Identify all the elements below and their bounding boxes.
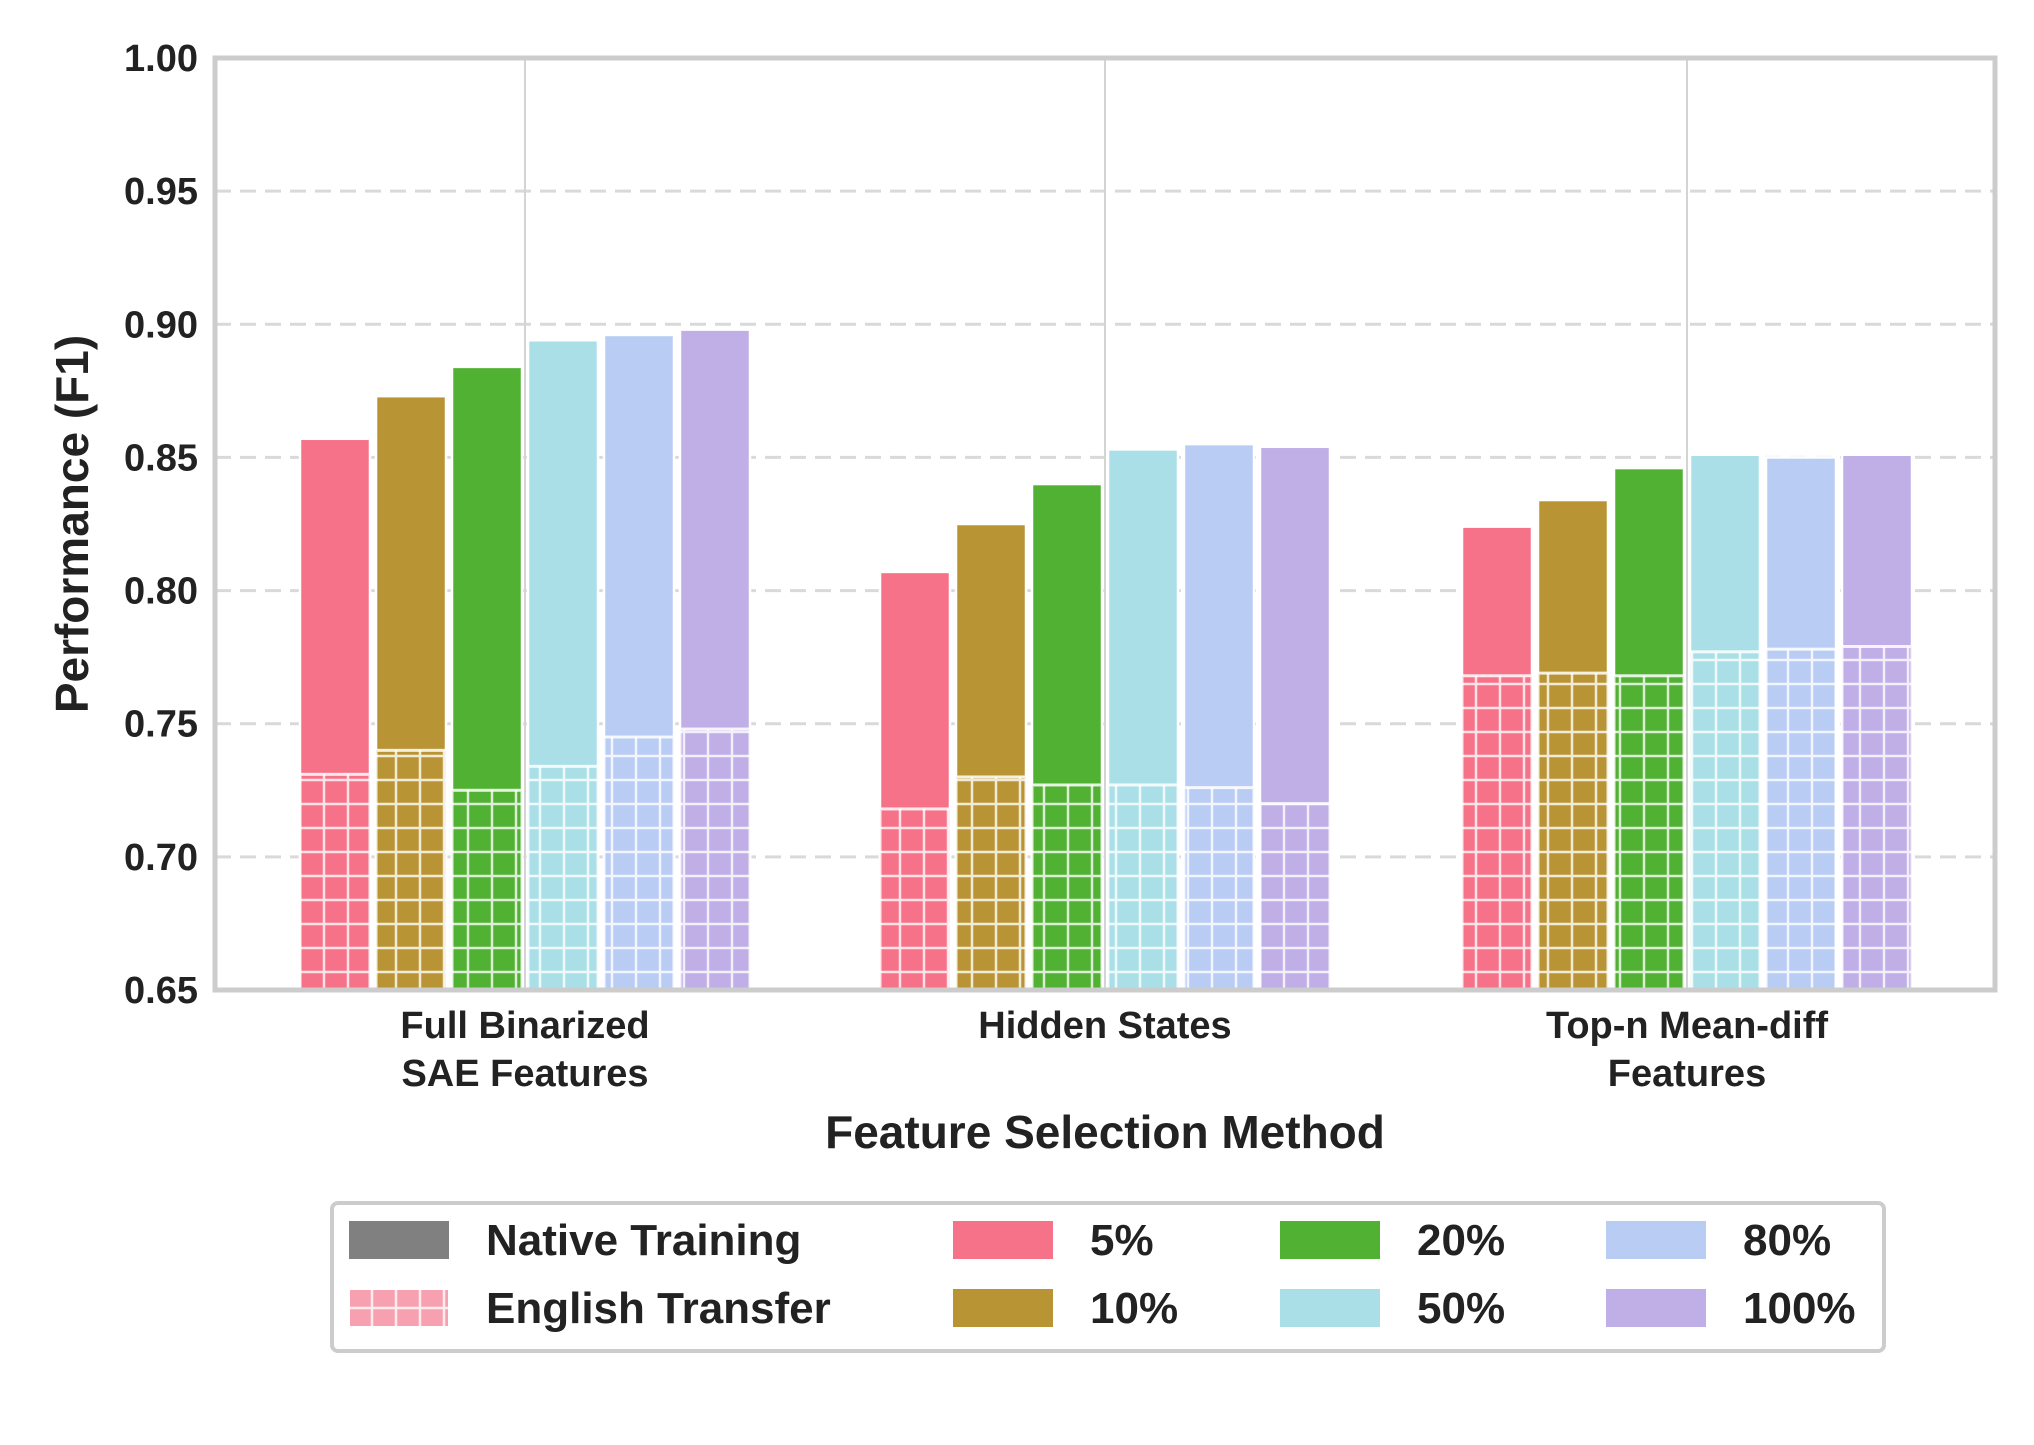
x-tick-label: Full Binarized xyxy=(400,1005,649,1047)
bar-english-transfer-50pct-1 xyxy=(526,764,600,992)
legend-entry-20pct: 20% xyxy=(1280,1216,1505,1265)
legend-swatch xyxy=(1606,1289,1706,1327)
x-tick-label: Features xyxy=(1608,1053,1766,1095)
y-tick-label: 0.65 xyxy=(124,970,198,1012)
bar-english-transfer-5pct-2 xyxy=(878,807,952,992)
bar-english-transfer-80pct-1 xyxy=(602,735,676,992)
legend-label: Native Training xyxy=(486,1216,801,1265)
bar-english-transfer-80pct-2 xyxy=(1182,786,1256,992)
legend-entry-50pct: 50% xyxy=(1280,1284,1505,1333)
bar-english-transfer-10pct-3 xyxy=(1536,671,1610,992)
y-tick-label: 0.80 xyxy=(124,571,198,613)
bar-english-transfer-10pct-2 xyxy=(954,775,1028,992)
legend-entry-10pct: 10% xyxy=(953,1284,1178,1333)
legend-label: 20% xyxy=(1417,1216,1505,1265)
legend-label: 5% xyxy=(1090,1216,1154,1265)
legend-swatch xyxy=(349,1221,449,1259)
x-axis-title: Feature Selection Method xyxy=(825,1106,1385,1158)
legend-swatch xyxy=(953,1289,1053,1327)
bars xyxy=(298,328,1914,992)
legend-entry-100pct: 100% xyxy=(1606,1284,1856,1333)
y-tick-label: 0.85 xyxy=(124,437,198,479)
y-axis-title: Performance (F1) xyxy=(46,335,98,713)
bar-english-transfer-20pct-1 xyxy=(450,788,524,992)
legend: Native Training English Transfer 5% 10% 20% 5… xyxy=(330,1201,1886,1353)
bar-english-transfer-5pct-3 xyxy=(1460,674,1534,992)
legend-label: 100% xyxy=(1743,1284,1856,1333)
x-tick-labels: Full Binarized SAE Features Hidden States T… xyxy=(400,1005,1828,1095)
bar-english-transfer-50pct-3 xyxy=(1688,650,1762,992)
bar-english-transfer-20pct-2 xyxy=(1030,783,1104,992)
legend-swatch xyxy=(1280,1289,1380,1327)
bar-english-transfer-100pct-1 xyxy=(678,727,752,992)
legend-entry-native-training: Native Training xyxy=(349,1216,801,1265)
legend-label: 80% xyxy=(1743,1216,1831,1265)
x-tick-label: SAE Features xyxy=(401,1053,648,1095)
x-tick-label: Top-n Mean-diff xyxy=(1546,1005,1828,1047)
bar-english-transfer-5pct-1 xyxy=(298,772,372,992)
legend-swatch xyxy=(1606,1221,1706,1259)
legend-swatch xyxy=(1280,1221,1380,1259)
y-tick-label: 0.90 xyxy=(124,304,198,346)
y-tick-label: 0.75 xyxy=(124,704,198,746)
legend-entry-5pct: 5% xyxy=(953,1216,1154,1265)
y-tick-labels: 0.65 0.70 0.75 0.80 0.85 0.90 0.95 1.00 xyxy=(124,38,198,1012)
y-tick-label: 1.00 xyxy=(124,38,198,80)
y-tick-label: 0.95 xyxy=(124,171,198,213)
legend-label: 10% xyxy=(1090,1284,1178,1333)
bar-english-transfer-100pct-3 xyxy=(1840,644,1914,992)
legend-label: English Transfer xyxy=(486,1284,831,1333)
bar-english-transfer-10pct-1 xyxy=(374,748,448,992)
legend-label: 50% xyxy=(1417,1284,1505,1333)
bar-english-transfer-50pct-2 xyxy=(1106,783,1180,992)
bar-english-transfer-80pct-3 xyxy=(1764,647,1838,992)
bar-english-transfer-100pct-2 xyxy=(1258,802,1332,992)
legend-entry-english-transfer: English Transfer xyxy=(348,1284,831,1333)
legend-swatch xyxy=(953,1221,1053,1259)
bar-english-transfer-20pct-3 xyxy=(1612,674,1686,992)
plot-frame xyxy=(212,55,1998,993)
y-tick-label: 0.70 xyxy=(124,837,198,879)
x-tick-label: Hidden States xyxy=(978,1005,1231,1047)
legend-entry-80pct: 80% xyxy=(1606,1216,1831,1265)
legend-frame xyxy=(330,1201,1886,1353)
